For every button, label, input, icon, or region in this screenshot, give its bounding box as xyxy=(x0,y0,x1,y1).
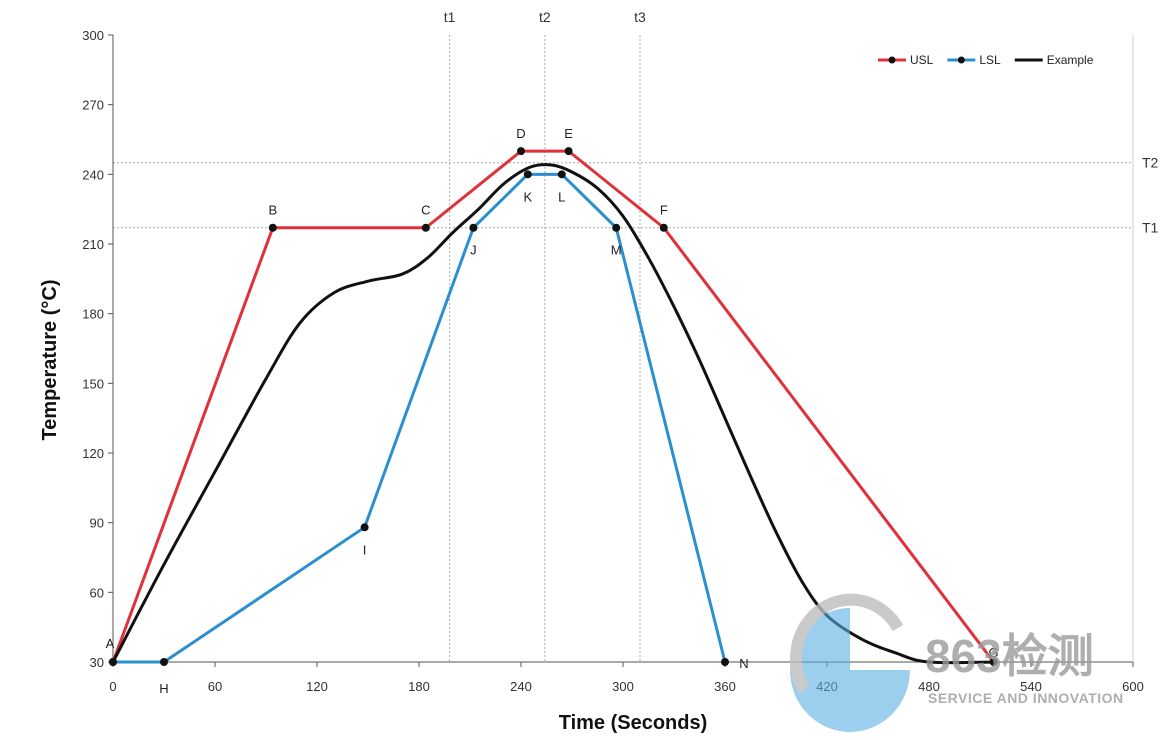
y-tick-label: 60 xyxy=(90,585,104,600)
point-labels: A B C D E F G H I J K L M N xyxy=(106,126,999,696)
legend: USL LSL Example xyxy=(878,53,1094,67)
y-tick-label: 300 xyxy=(82,28,104,43)
legend-marker-lsl xyxy=(957,56,965,64)
point-label-h: H xyxy=(159,681,168,696)
x-tick-label: 120 xyxy=(306,679,328,694)
y-tick-label: 270 xyxy=(82,98,104,113)
y-tick-label: 30 xyxy=(90,655,104,670)
y-tick-label: 90 xyxy=(90,516,104,531)
legend-label-lsl: LSL xyxy=(979,53,1001,67)
point-label-c: C xyxy=(421,203,430,218)
y-tick-label: 210 xyxy=(82,237,104,252)
vref-label-t2: t2 xyxy=(539,9,551,25)
point-label-f: F xyxy=(660,203,668,218)
y-tick-label: 120 xyxy=(82,446,104,461)
point-label-d: D xyxy=(516,126,525,141)
data-point-usl-f xyxy=(659,223,668,232)
data-point-usl-c xyxy=(421,223,430,232)
y-tick-label: 240 xyxy=(82,167,104,182)
point-label-m: M xyxy=(611,243,622,258)
legend-label-usl: USL xyxy=(910,53,934,67)
x-tick-label: 180 xyxy=(408,679,430,694)
reference-lines: t1 t2 t3 T2 T1 xyxy=(113,9,1159,662)
data-point-lsl-i xyxy=(360,523,369,532)
point-label-b: B xyxy=(268,203,277,218)
point-label-l: L xyxy=(558,189,565,204)
data-point-lsl-m xyxy=(612,223,621,232)
data-point-lsl-h xyxy=(160,658,168,666)
axes: 30 60 90 120 150 180 210 240 270 300 0 60 120 180 240 3… xyxy=(82,28,1144,694)
vref-label-t1: t1 xyxy=(444,9,456,25)
vref-label-t3: t3 xyxy=(634,9,646,25)
y-tick-label: 150 xyxy=(82,376,104,391)
x-tick-label: 0 xyxy=(109,679,116,694)
href-label-t1: T1 xyxy=(1142,220,1159,236)
data-point-lsl-l xyxy=(557,170,566,179)
y-axis-title: Temperature (°C) xyxy=(39,280,61,441)
data-point-lsl-k xyxy=(523,170,532,179)
data-point-usl-d xyxy=(517,147,525,156)
series-line-lsl xyxy=(113,172,727,664)
y-tick-label: 180 xyxy=(82,307,104,322)
legend-label-example: Example xyxy=(1047,53,1094,67)
point-label-g: G xyxy=(989,645,999,660)
x-tick-label: 600 xyxy=(1122,679,1144,694)
point-label-a: A xyxy=(106,636,115,651)
point-label-j: J xyxy=(470,243,477,258)
point-label-k: K xyxy=(523,189,532,204)
data-point-usl-e xyxy=(564,147,573,156)
x-tick-label: 480 xyxy=(918,679,940,694)
x-axis-title: Time (Seconds) xyxy=(559,712,708,734)
x-tick-label: 300 xyxy=(612,679,634,694)
series-group xyxy=(109,147,998,666)
x-tick-label: 360 xyxy=(714,679,736,694)
data-point-lsl-n xyxy=(721,658,729,666)
watermark-brand: 863检测 xyxy=(925,630,1094,682)
data-point-usl-b xyxy=(268,223,277,232)
watermark-logo-disc xyxy=(790,608,910,732)
x-tick-label: 60 xyxy=(208,679,222,694)
href-label-t2: T2 xyxy=(1142,155,1159,171)
x-tick-label: 240 xyxy=(510,679,532,694)
point-label-e: E xyxy=(564,126,573,141)
legend-marker-usl xyxy=(888,56,896,64)
data-point-lsl-j xyxy=(469,223,478,232)
watermark-logo-arc xyxy=(789,593,904,693)
watermark-tagline: SERVICE AND INNOVATION xyxy=(928,690,1124,706)
x-tick-label: 540 xyxy=(1020,679,1042,694)
point-label-n: N xyxy=(739,656,748,671)
series-line-example xyxy=(111,163,998,665)
point-label-i: I xyxy=(363,542,367,557)
watermark: 863检测 SERVICE AND INNOVATION xyxy=(789,593,1124,732)
